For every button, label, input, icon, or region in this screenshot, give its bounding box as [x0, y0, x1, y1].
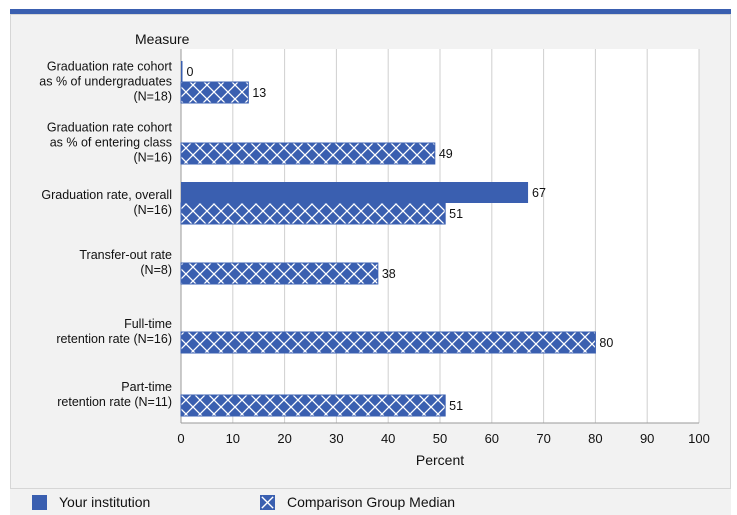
x-tick-label: 30 — [329, 431, 343, 446]
bar-your-institution — [181, 182, 529, 203]
category-label-line: retention rate (N=16) — [56, 332, 172, 346]
bar-comparison-median — [180, 81, 249, 104]
category-label-line: retention rate (N=11) — [57, 395, 172, 409]
category-label-line: (N=18) — [133, 90, 172, 104]
bar-comparison-median — [180, 142, 436, 165]
category-label-line: Full-time — [124, 317, 172, 331]
chart-legend: Your institution Comparison Group Median — [10, 488, 731, 515]
bar-comparison-median — [180, 331, 596, 354]
category-label-line: (N=8) — [140, 263, 172, 277]
x-tick-label: 70 — [536, 431, 550, 446]
data-label: 51 — [449, 399, 463, 413]
category-label-line: as % of entering class — [50, 136, 172, 150]
x-tick-label: 0 — [177, 431, 184, 446]
category-label-line: (N=16) — [133, 203, 172, 217]
data-label: 49 — [439, 147, 453, 161]
x-tick-label: 10 — [226, 431, 240, 446]
legend-label: Your institution — [59, 494, 151, 510]
x-tick-label: 90 — [640, 431, 654, 446]
category-label-line: Graduation rate cohort — [47, 60, 173, 74]
bar-chart: 0 10 20 30 40 50 60 70 80 90 100 Measure Percent Grad… — [39, 31, 710, 468]
category-label: Graduation rate cohort as % of entering c… — [47, 121, 173, 165]
chart-frame: 0 10 20 30 40 50 60 70 80 90 100 Measure Percent Grad… — [10, 14, 731, 489]
bar-your-institution — [181, 61, 183, 82]
data-label: 80 — [599, 336, 613, 350]
data-label: 51 — [449, 207, 463, 221]
category-label: Graduation rate cohort as % of undergradu… — [39, 60, 172, 104]
category-label-line: Part-time — [121, 380, 172, 394]
x-tick-label: 40 — [381, 431, 395, 446]
category-label-line: Graduation rate, overall — [41, 188, 172, 202]
solid-square-icon — [32, 494, 47, 510]
data-label: 13 — [252, 86, 266, 100]
category-label: Part-time retention rate (N=11) — [57, 380, 172, 409]
legend-label: Comparison Group Median — [287, 494, 456, 510]
data-label: 38 — [382, 267, 396, 281]
legend-item-comparison-median: Comparison Group Median — [260, 494, 455, 510]
top-accent-rule — [10, 9, 731, 14]
category-label-line: (N=16) — [133, 151, 172, 165]
category-label: Transfer-out rate (N=8) — [79, 248, 172, 277]
category-label-line: Graduation rate cohort — [47, 121, 173, 135]
x-tick-label: 50 — [433, 431, 447, 446]
bar-comparison-median — [180, 262, 379, 285]
x-tick-label: 100 — [688, 431, 710, 446]
data-label: 0 — [187, 65, 194, 79]
category-label-line: Transfer-out rate — [79, 248, 172, 262]
x-tick-label: 20 — [277, 431, 291, 446]
x-axis-title: Percent — [416, 452, 464, 468]
category-axis-title: Measure — [135, 31, 190, 47]
crosshatch-square-icon — [260, 494, 275, 510]
legend-item-your-institution: Your institution — [32, 494, 150, 510]
x-tick-label: 80 — [588, 431, 602, 446]
category-label-line: as % of undergraduates — [39, 75, 172, 89]
x-tick-label: 60 — [485, 431, 499, 446]
bar-comparison-median — [180, 394, 446, 417]
bar-comparison-median — [180, 202, 446, 225]
data-label: 67 — [532, 186, 546, 200]
category-label: Graduation rate, overall (N=16) — [41, 188, 172, 217]
category-label: Full-time retention rate (N=16) — [56, 317, 172, 346]
